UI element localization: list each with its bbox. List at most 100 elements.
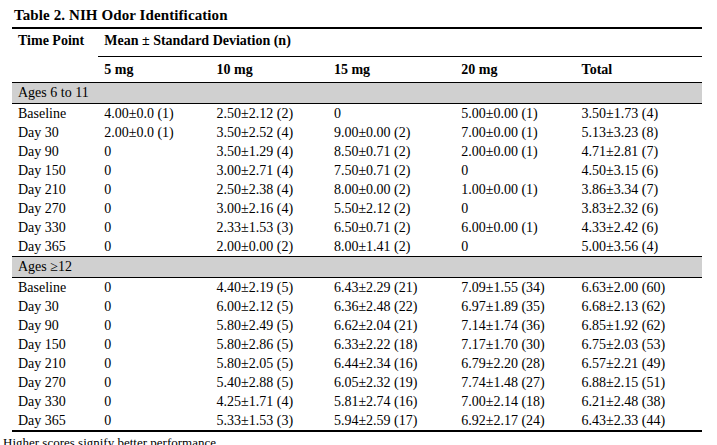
value-cell: 4.71±2.81 (7)	[576, 142, 702, 161]
table-row: Baseline4.00±0.0 (1)2.50±2.12 (2)05.00±0…	[12, 104, 702, 124]
column-header-20mg: 20 mg	[455, 57, 575, 83]
value-cell: 2.33±1.53 (3)	[211, 218, 328, 237]
value-cell: 0	[455, 199, 575, 218]
value-cell: 6.00±2.12 (5)	[211, 297, 328, 316]
time-point-cell: Day 330	[12, 392, 98, 411]
section-band: Ages ≥12	[12, 257, 702, 278]
value-cell: 0	[98, 142, 210, 161]
header-row-doses: 5 mg 10 mg 15 mg 20 mg Total	[12, 57, 702, 83]
value-cell: 6.50±0.71 (2)	[328, 218, 455, 237]
section-label: Ages ≥12	[12, 257, 702, 278]
column-header-total: Total	[576, 57, 702, 83]
value-cell: 6.75±2.03 (53)	[576, 335, 702, 354]
value-cell: 6.97±1.89 (35)	[455, 297, 575, 316]
value-cell: 6.68±2.13 (62)	[576, 297, 702, 316]
time-point-cell: Day 210	[12, 180, 98, 199]
time-point-cell: Day 150	[12, 335, 98, 354]
value-cell: 0	[98, 354, 210, 373]
time-point-cell: Day 30	[12, 123, 98, 142]
table-row: Day 9005.80±2.49 (5)6.62±2.04 (21)7.14±1…	[12, 316, 702, 335]
value-cell: 0	[455, 161, 575, 180]
value-cell: 9.00±0.00 (2)	[328, 123, 455, 142]
table-row: Day 27005.40±2.88 (5)6.05±2.32 (19)7.74±…	[12, 373, 702, 392]
value-cell: 6.00±0.00 (1)	[455, 218, 575, 237]
table-row: Day 15003.00±2.71 (4)7.50±0.71 (2)04.50±…	[12, 161, 702, 180]
table-row: Day 21002.50±2.38 (4)8.00±0.00 (2)1.00±0…	[12, 180, 702, 199]
value-cell: 6.05±2.32 (19)	[328, 373, 455, 392]
value-cell: 4.00±0.0 (1)	[98, 104, 210, 124]
value-cell: 5.80±2.86 (5)	[211, 335, 328, 354]
table-row: Day 9003.50±1.29 (4)8.50±0.71 (2)2.00±0.…	[12, 142, 702, 161]
value-cell: 3.50±2.52 (4)	[211, 123, 328, 142]
value-cell: 6.79±2.20 (28)	[455, 354, 575, 373]
value-cell: 6.33±2.22 (18)	[328, 335, 455, 354]
value-cell: 3.00±2.16 (4)	[211, 199, 328, 218]
value-cell: 0	[98, 161, 210, 180]
value-cell: 6.36±2.48 (22)	[328, 297, 455, 316]
table-footnote: Higher scores signify better performance…	[3, 435, 717, 445]
table-container: Table 2. NIH Odor Identification Time Po…	[12, 5, 702, 432]
time-point-cell: Day 90	[12, 316, 98, 335]
value-cell: 6.88±2.15 (51)	[576, 373, 702, 392]
value-cell: 5.33±1.53 (3)	[211, 411, 328, 431]
value-cell: 3.83±2.32 (6)	[576, 199, 702, 218]
column-header-10mg: 10 mg	[211, 57, 328, 83]
value-cell: 0	[328, 104, 455, 124]
time-point-cell: Day 270	[12, 199, 98, 218]
table-row: Day 36505.33±1.53 (3)5.94±2.59 (17)6.92±…	[12, 411, 702, 431]
value-cell: 4.50±3.15 (6)	[576, 161, 702, 180]
column-header-mean-sd: Mean ± Standard Deviation (n)	[98, 29, 702, 57]
time-point-cell: Day 210	[12, 354, 98, 373]
table-row: Baseline04.40±2.19 (5)6.43±2.29 (21)7.09…	[12, 278, 702, 298]
value-cell: 3.86±3.34 (7)	[576, 180, 702, 199]
value-cell: 6.92±2.17 (24)	[455, 411, 575, 431]
value-cell: 3.50±1.73 (4)	[576, 104, 702, 124]
table-row: Day 302.00±0.0 (1)3.50±2.52 (4)9.00±0.00…	[12, 123, 702, 142]
value-cell: 0	[98, 237, 210, 257]
table-row: Day 27003.00±2.16 (4)5.50±2.12 (2)03.83±…	[12, 199, 702, 218]
value-cell: 3.00±2.71 (4)	[211, 161, 328, 180]
value-cell: 1.00±0.00 (1)	[455, 180, 575, 199]
value-cell: 0	[98, 373, 210, 392]
table-row: Day 33002.33±1.53 (3)6.50±0.71 (2)6.00±0…	[12, 218, 702, 237]
value-cell: 0	[98, 411, 210, 431]
value-cell: 2.00±0.00 (2)	[211, 237, 328, 257]
value-cell: 5.13±3.23 (8)	[576, 123, 702, 142]
time-point-cell: Day 365	[12, 411, 98, 431]
time-point-cell: Day 365	[12, 237, 98, 257]
value-cell: 8.50±0.71 (2)	[328, 142, 455, 161]
table-row: Day 36502.00±0.00 (2)8.00±1.41 (2)05.00±…	[12, 237, 702, 257]
value-cell: 4.40±2.19 (5)	[211, 278, 328, 298]
value-cell: 5.50±2.12 (2)	[328, 199, 455, 218]
time-point-cell: Day 330	[12, 218, 98, 237]
value-cell: 6.62±2.04 (21)	[328, 316, 455, 335]
value-cell: 8.00±1.41 (2)	[328, 237, 455, 257]
value-cell: 5.40±2.88 (5)	[211, 373, 328, 392]
value-cell: 5.00±0.00 (1)	[455, 104, 575, 124]
value-cell: 4.25±1.71 (4)	[211, 392, 328, 411]
value-cell: 5.94±2.59 (17)	[328, 411, 455, 431]
time-point-cell: Day 270	[12, 373, 98, 392]
time-point-cell: Baseline	[12, 104, 98, 124]
value-cell: 7.14±1.74 (36)	[455, 316, 575, 335]
value-cell: 7.00±0.00 (1)	[455, 123, 575, 142]
value-cell: 0	[98, 335, 210, 354]
value-cell: 7.17±1.70 (30)	[455, 335, 575, 354]
value-cell: 6.21±2.48 (38)	[576, 392, 702, 411]
empty-header-cell	[12, 57, 98, 83]
time-point-cell: Day 90	[12, 142, 98, 161]
table-row: Day 33004.25±1.71 (4)5.81±2.74 (16)7.00±…	[12, 392, 702, 411]
value-cell: 7.00±2.14 (18)	[455, 392, 575, 411]
value-cell: 6.57±2.21 (49)	[576, 354, 702, 373]
time-point-cell: Day 150	[12, 161, 98, 180]
value-cell: 2.00±0.00 (1)	[455, 142, 575, 161]
value-cell: 0	[98, 278, 210, 298]
value-cell: 0	[98, 392, 210, 411]
value-cell: 6.85±1.92 (62)	[576, 316, 702, 335]
value-cell: 6.43±2.29 (21)	[328, 278, 455, 298]
value-cell: 5.80±2.05 (5)	[211, 354, 328, 373]
value-cell: 5.80±2.49 (5)	[211, 316, 328, 335]
value-cell: 6.43±2.33 (44)	[576, 411, 702, 431]
column-header-time-point: Time Point	[12, 29, 98, 57]
column-header-5mg: 5 mg	[98, 57, 210, 83]
